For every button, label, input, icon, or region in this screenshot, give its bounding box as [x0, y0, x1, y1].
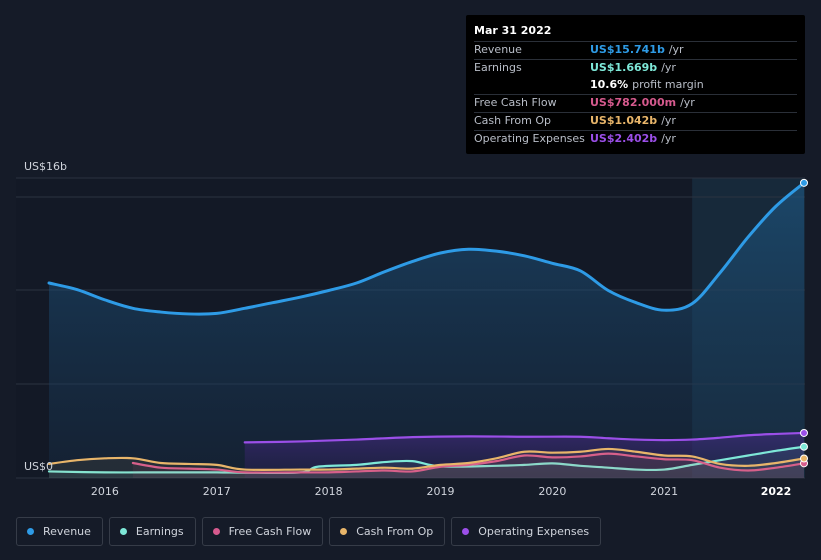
tooltip-label: Operating Expenses: [474, 132, 585, 145]
operating-expenses-line: [243, 431, 806, 444]
legend-item-revenue[interactable]: Revenue: [16, 517, 103, 546]
x-tick-label: 2016: [91, 485, 119, 498]
y-axis-label-bottom: US$0: [24, 460, 53, 473]
legend-label: Free Cash Flow: [228, 525, 312, 538]
tooltip-unit: /yr: [680, 96, 695, 109]
legend-label: Operating Expenses: [478, 525, 590, 538]
tooltip-value: US$15.741b: [590, 43, 665, 56]
revenue-end-marker: [800, 178, 808, 187]
revenue-area: [49, 182, 804, 478]
cash-from-op-area: [49, 448, 804, 478]
tooltip-unit: /yr: [668, 43, 684, 56]
y-axis-label-top: US$16b: [24, 160, 67, 173]
tooltip-label: [474, 77, 590, 93]
tooltip-value: 10.6%: [590, 78, 629, 91]
legend-item-free-cash-flow[interactable]: Free Cash Flow: [201, 517, 324, 546]
legend-item-earnings[interactable]: Earnings: [108, 517, 196, 546]
chart-legend: Revenue Earnings Free Cash Flow Cash Fro…: [16, 517, 607, 546]
tooltip-value: US$782.000m: [590, 96, 677, 109]
tooltip-row-cash-from-op: Cash From Op US$1.042b /yr: [474, 112, 797, 129]
x-tick-label: 2020: [538, 485, 566, 498]
earnings-end-marker: [800, 442, 808, 451]
legend-dot-icon: [340, 528, 348, 535]
x-tick-label: 2019: [426, 485, 454, 498]
free-cash-flow-line: [131, 452, 806, 474]
legend-dot-icon: [212, 528, 220, 535]
tooltip-date: Mar 31 2022: [474, 24, 552, 37]
legend-dot-icon: [119, 528, 127, 535]
cash-from-op-end-marker: [800, 454, 808, 463]
tooltip-row-profit-margin: 10.6% profit margin: [474, 77, 797, 93]
tooltip-label: Earnings: [474, 61, 522, 74]
cash-from-op-line: [47, 447, 806, 472]
tooltip-unit: /yr: [661, 61, 676, 74]
legend-dot-icon: [462, 528, 470, 535]
revenue-line: [47, 181, 806, 316]
tooltip-label: Revenue: [474, 43, 522, 56]
legend-label: Revenue: [43, 525, 91, 538]
x-tick-label: 2018: [315, 485, 343, 498]
operating-expenses-end-marker: [800, 428, 808, 437]
legend-label: Earnings: [135, 525, 184, 538]
tooltip-row-revenue: Revenue US$15.741b /yr: [474, 41, 797, 58]
tooltip-label: Free Cash Flow: [474, 96, 557, 109]
chart-tooltip: Mar 31 2022 Revenue US$15.741b /yr Earni…: [466, 15, 805, 154]
legend-dot-icon: [27, 528, 34, 535]
tooltip-row-earnings: Earnings US$1.669b /yr: [474, 59, 797, 76]
legend-label: Cash From Op: [356, 525, 434, 538]
tooltip-label: Cash From Op: [474, 114, 552, 127]
tooltip-value: US$2.402b: [590, 132, 658, 145]
legend-item-cash-from-op[interactable]: Cash From Op: [329, 517, 446, 546]
x-tick-label: 2021: [650, 485, 678, 498]
x-tick-label: 2017: [203, 485, 231, 498]
tooltip-value: US$1.669b: [590, 61, 658, 74]
tooltip-row-operating-expenses: Operating Expenses US$2.402b /yr: [474, 130, 797, 147]
earnings-area: [49, 446, 804, 478]
tooltip-unit: /yr: [661, 114, 676, 127]
tooltip-unit: profit margin: [632, 78, 704, 91]
tooltip-unit: /yr: [661, 132, 676, 145]
tooltip-value: US$1.042b: [590, 114, 658, 127]
x-tick-label: 2022: [761, 485, 792, 498]
tooltip-row-free-cash-flow: Free Cash Flow US$782.000m /yr: [474, 94, 797, 111]
legend-item-operating-expenses[interactable]: Operating Expenses: [451, 517, 602, 546]
